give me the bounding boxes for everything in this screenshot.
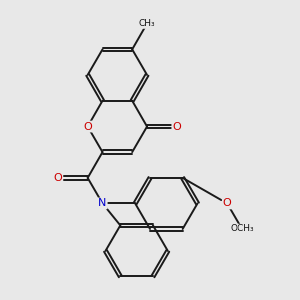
Text: OCH₃: OCH₃ <box>230 224 254 233</box>
Text: CH₃: CH₃ <box>139 19 155 28</box>
Text: O: O <box>83 122 92 132</box>
Text: O: O <box>54 173 62 183</box>
Text: O: O <box>172 122 181 132</box>
Text: O: O <box>223 198 232 208</box>
Text: N: N <box>98 198 107 208</box>
